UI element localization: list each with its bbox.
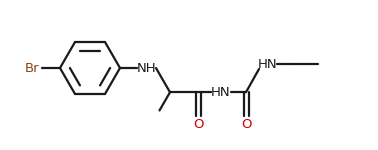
Text: HN: HN [258,57,278,70]
Text: NH: NH [137,61,157,75]
Text: O: O [241,118,251,130]
Text: HN: HN [211,86,231,99]
Text: O: O [193,118,203,130]
Text: Br: Br [25,61,39,75]
